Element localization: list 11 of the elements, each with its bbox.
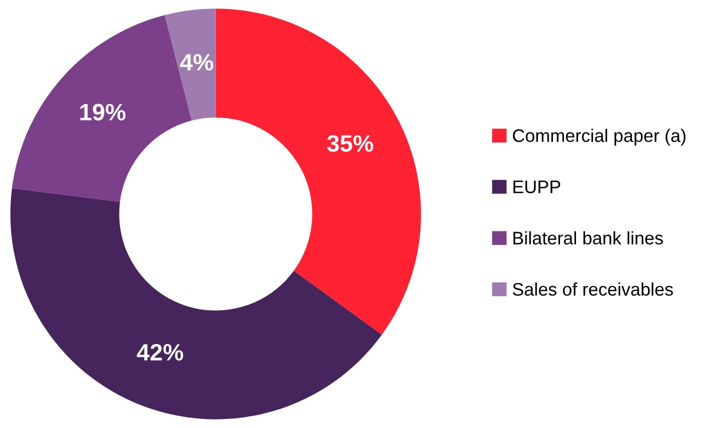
data-label: 19% bbox=[80, 104, 126, 121]
legend-label: EUPP bbox=[513, 180, 560, 194]
data-label: 4% bbox=[180, 54, 214, 71]
legend-label: Sales of receivables bbox=[512, 282, 673, 296]
data-label: 42% bbox=[136, 344, 184, 361]
data-label: 35% bbox=[327, 135, 374, 152]
legend-label: Commercial paper (a) bbox=[512, 128, 686, 146]
donut-slice bbox=[164, 8, 216, 121]
donut-slice bbox=[216, 8, 422, 335]
legend-label: Bilateral bank lines bbox=[513, 231, 663, 245]
donut-slice bbox=[10, 188, 382, 420]
